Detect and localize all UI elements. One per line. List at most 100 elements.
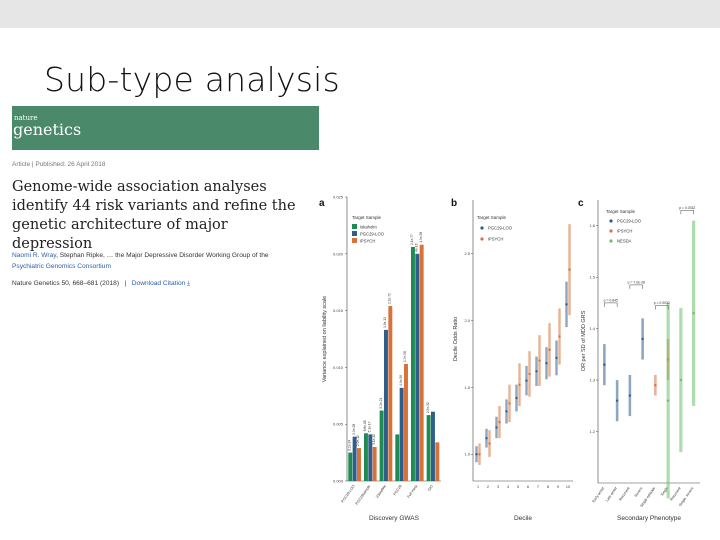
y-axis-label: Decile Odds Ratio (453, 317, 459, 361)
authors: Naomi R. Wray, Stephan Ripke, … the Majo… (12, 250, 312, 272)
x-tick-label: Single episode (639, 486, 656, 508)
bar-annotation: 2.2e-72 (388, 293, 392, 304)
data-point (528, 372, 531, 376)
data-point (628, 394, 632, 397)
legend-title: Target Sample (606, 209, 636, 214)
y-tick-label: 1.5 (589, 275, 595, 280)
bar-annotation: 2.1e-77 (410, 234, 414, 245)
p-value-annotation: p = 0.0332 (679, 206, 695, 210)
data-point (508, 402, 511, 405)
consortium-link[interactable]: Psychiatric Genomics Consortium (12, 263, 111, 270)
authors-rest: , Stephan Ripke, … the Major Depressive … (56, 252, 269, 259)
data-point (558, 335, 561, 338)
legend-label: iPSYCH (617, 229, 632, 234)
legend-label: PGC29-LOO (360, 232, 385, 237)
data-point (603, 363, 606, 366)
bar (399, 387, 404, 481)
data-point (548, 348, 551, 352)
comparison-bracket (604, 302, 618, 307)
y-tick-label: 2.5 (464, 251, 470, 256)
data-point (475, 453, 478, 456)
y-tick-label: 0.000 (333, 479, 344, 484)
legend-swatch (352, 224, 357, 229)
y-tick-label: 1.3 (589, 378, 595, 383)
bar-annotation: 9.9e-28 (352, 424, 356, 435)
legend-label: PGC29-LOO (488, 226, 513, 231)
legend-title: Target Sample (352, 215, 382, 220)
legend-swatch (480, 237, 484, 241)
bar (363, 433, 368, 481)
citation: Nature Genetics 50, 668–681 (2018) | Dow… (12, 280, 191, 287)
bar-annotation: 2.9e-12 (356, 435, 360, 446)
slide-title: Sub-type analysis (44, 60, 340, 99)
x-axis-label: Decile (514, 515, 532, 522)
bar (348, 452, 353, 481)
data-point (535, 370, 538, 373)
panel-b-chart: 1.0 1.5 2.0 2.5 1 2 3 4 5 6 7 8 9 10 Decile Odds Ratio… (453, 200, 573, 522)
bar-annotation: 1.7e-58 (403, 351, 407, 362)
x-tick-label: Early onset (592, 486, 606, 503)
x-tick-label: 6 (527, 484, 530, 489)
x-tick-label: 5 (517, 484, 520, 489)
bar-annotation: 5.2e-21 (379, 398, 383, 409)
data-point (555, 356, 558, 360)
comparison-bracket (680, 210, 694, 215)
comparison-bracket (655, 305, 669, 310)
bar (357, 448, 361, 481)
data-point (488, 442, 491, 445)
y-tick-label: 1.4 (589, 326, 595, 331)
author-link[interactable]: Naomi R. Wray (12, 252, 57, 259)
data-point (518, 383, 521, 386)
bar (352, 436, 357, 481)
legend-swatch (609, 229, 613, 233)
legend-title: Target Sample (477, 215, 507, 220)
legend-swatch (352, 231, 357, 236)
legend-swatch (480, 226, 484, 230)
x-tick-label: 3 (497, 484, 500, 489)
x-tick-label: Full meta (407, 484, 419, 498)
x-tick-label: 10 (566, 484, 571, 489)
bar (388, 306, 393, 481)
paper-screenshot: nature genetics Article | Published: 26 … (0, 106, 320, 296)
x-tick-label: PGC29-LOO (341, 484, 356, 503)
x-tick-label: Single (660, 486, 669, 496)
x-tick-label: PGC29 (393, 484, 403, 496)
bar-annotation: 4e-16 (415, 243, 419, 251)
journal-reference: Nature Genetics 50, 668–681 (2018) (12, 280, 120, 287)
journal-banner (12, 106, 319, 150)
bar (430, 411, 435, 481)
bar-annotation: 1.5e-13 (383, 317, 387, 328)
bar (379, 410, 384, 481)
data-point (495, 426, 498, 429)
bar (426, 415, 431, 481)
x-tick-label: GIO (427, 484, 434, 492)
x-tick-label: Recurrent (669, 486, 681, 501)
data-point (615, 399, 619, 402)
panel-c-letter: c (578, 198, 584, 209)
top-bar (0, 0, 720, 28)
x-axis-label: Discovery GWAS (369, 515, 420, 522)
data-point (485, 436, 488, 440)
download-citation-link[interactable]: Download Citation ⤓ (131, 280, 191, 287)
data-point (654, 384, 657, 387)
data-point (666, 399, 670, 402)
x-axis-label: Secondary Phenotype (617, 515, 681, 522)
data-point (568, 268, 571, 271)
data-point (692, 312, 695, 315)
article-title: Genome-wide association analyses identif… (12, 179, 296, 252)
data-point (538, 359, 541, 362)
data-point (525, 379, 528, 382)
x-tick-label: 8 (547, 484, 550, 489)
legend-label: PGC29-LOO (617, 219, 642, 224)
x-tick-label: 4 (507, 484, 510, 489)
journal-logo-small: nature (14, 114, 38, 122)
data-point (515, 396, 518, 400)
panel-a-chart: 0.000 0.005 0.010 0.015 0.020 0.025 Variance e… (322, 195, 441, 522)
x-tick-label: Severe (634, 486, 644, 498)
p-value-annotation: p = 7.0e-28 (628, 280, 645, 284)
data-point (666, 358, 670, 361)
bar (415, 253, 420, 481)
y-tick-label: 0.025 (333, 195, 344, 200)
bar (383, 329, 388, 481)
p-value-annotation: p = 0.845 (604, 298, 618, 302)
